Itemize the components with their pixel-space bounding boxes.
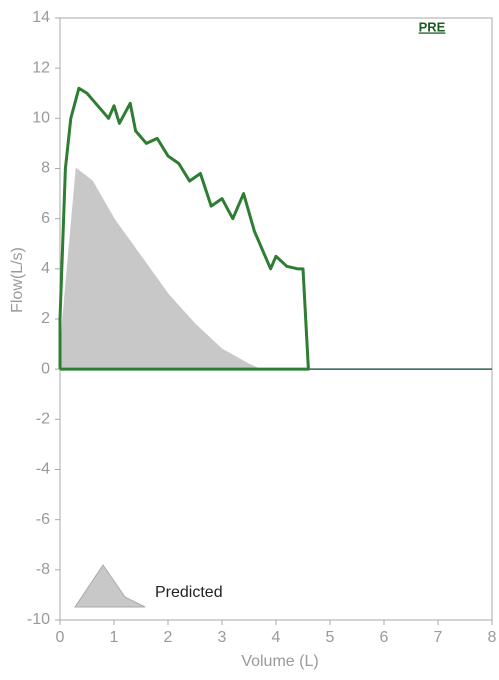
y-tick-label: -10 — [27, 611, 50, 628]
x-axis-label: Volume (L) — [241, 653, 318, 670]
x-tick-label: 6 — [380, 629, 389, 646]
y-tick-label: 12 — [32, 59, 50, 76]
y-tick-label: 4 — [41, 260, 50, 277]
y-tick-label: 2 — [41, 310, 50, 327]
legend-swatch — [74, 564, 146, 608]
x-tick-label: 3 — [218, 629, 227, 646]
x-tick-label: 0 — [56, 629, 65, 646]
x-tick-label: 8 — [488, 629, 497, 646]
annotation: PRE — [419, 19, 446, 34]
y-tick-label: 6 — [41, 210, 50, 227]
y-tick-label: -4 — [36, 461, 50, 478]
x-tick-label: 7 — [434, 629, 443, 646]
y-axis-label: Flow(L/s) — [9, 247, 26, 313]
y-tick-label: 8 — [41, 160, 50, 177]
x-tick-label: 2 — [164, 629, 173, 646]
y-tick-label: -2 — [36, 411, 50, 428]
area — [59, 168, 261, 370]
x-tick-label: 4 — [272, 629, 281, 646]
y-tick-label: 10 — [32, 110, 50, 127]
y-tick-label: 14 — [32, 9, 50, 26]
y-tick-label: -6 — [36, 511, 50, 528]
legend-label: Predicted — [155, 584, 223, 601]
x-tick-label: 1 — [110, 629, 119, 646]
y-tick-label: -8 — [36, 561, 50, 578]
x-tick-label: 5 — [326, 629, 335, 646]
line — [58, 86, 310, 371]
y-tick-label: 0 — [41, 360, 50, 377]
